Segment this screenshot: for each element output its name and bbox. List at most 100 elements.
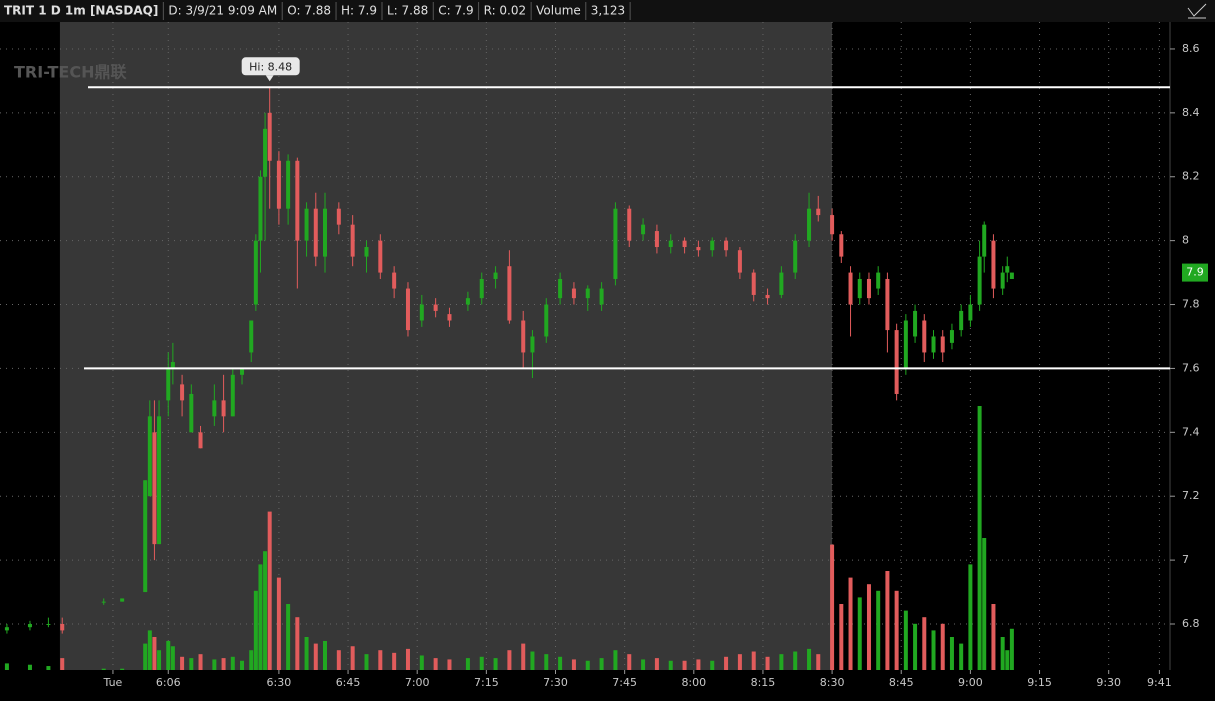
candle-body — [263, 128, 268, 177]
volume-bar — [378, 650, 383, 670]
volume-bar — [839, 604, 844, 670]
candle-body — [221, 400, 226, 417]
volume-bar — [240, 660, 245, 670]
volume-bar — [143, 643, 148, 670]
header-item: R: 0.02 — [484, 4, 527, 18]
candle-body — [982, 224, 987, 257]
chart-icon[interactable] — [1187, 3, 1207, 19]
volume-bar — [668, 660, 673, 670]
volume-bar — [922, 617, 927, 670]
header-item: 3,123 — [591, 4, 625, 18]
candle-body — [751, 272, 756, 295]
candle-body — [240, 368, 245, 375]
candle-body — [405, 288, 410, 331]
x-tick-label: 8:45 — [889, 676, 914, 689]
volume-bar — [913, 623, 918, 670]
volume-bar — [221, 658, 226, 670]
candle-body — [959, 310, 964, 331]
volume-bar — [198, 654, 203, 670]
candle-body — [447, 314, 452, 321]
x-tick-label: 7:15 — [474, 676, 499, 689]
volume-bar — [613, 650, 618, 670]
candle-body — [46, 623, 51, 625]
candle-body — [378, 240, 383, 273]
candle-body — [392, 272, 397, 289]
x-tick-label: 8:15 — [751, 676, 776, 689]
candle-body — [724, 240, 729, 251]
y-tick-label: 8 — [1182, 234, 1189, 247]
candle-body — [198, 432, 203, 449]
x-tick-label: 7:30 — [543, 676, 568, 689]
volume-bar — [263, 551, 268, 670]
volume-bar — [982, 538, 987, 670]
candle-body — [876, 272, 881, 289]
volume-bar — [101, 668, 106, 670]
candle-body — [143, 480, 148, 593]
candle-body — [152, 432, 157, 545]
volume-bar — [230, 656, 235, 670]
last-price-label: 7.9 — [1186, 266, 1204, 279]
volume-bar — [493, 658, 498, 670]
candle-body — [101, 601, 106, 603]
volume-bar — [276, 577, 281, 670]
volume-bar — [530, 651, 535, 670]
volume-bar — [737, 654, 742, 670]
candle-body — [4, 627, 9, 631]
volume-bar — [60, 658, 65, 670]
candle-body — [793, 240, 798, 273]
y-tick-label: 6.8 — [1182, 617, 1200, 630]
volume-bar — [710, 660, 715, 670]
header: TRIT 1 D 1m [NASDAQ] D: 3/9/21 9:09 AM O: … — [4, 2, 631, 20]
candle-body — [313, 208, 318, 257]
volume-bar — [991, 604, 996, 670]
candle-body — [977, 256, 982, 305]
candle-body — [922, 320, 927, 353]
candle-body — [433, 304, 438, 311]
x-tick-label: 6:45 — [336, 676, 361, 689]
volume-bar — [627, 654, 632, 670]
candle-body — [931, 336, 936, 353]
candle-body — [613, 208, 618, 279]
volume-bar — [724, 656, 729, 670]
candle-body — [668, 240, 673, 248]
candle-body — [558, 278, 563, 299]
y-tick-label: 7.2 — [1182, 489, 1200, 502]
candle-body — [913, 310, 918, 337]
volume-bar — [27, 664, 32, 670]
volume-bar — [4, 663, 9, 670]
volume-bar — [180, 656, 185, 670]
candle-body — [866, 278, 871, 299]
volume-bar — [654, 658, 659, 670]
volume-bar — [885, 571, 890, 670]
extended-hours-shade — [59, 22, 833, 670]
volume-bar — [830, 544, 835, 670]
candle-body — [507, 266, 512, 321]
volume-bar — [189, 658, 194, 670]
candle-body — [627, 208, 632, 241]
candle-body — [968, 304, 973, 321]
y-tick-label: 8.6 — [1182, 42, 1200, 55]
volume-bar — [857, 597, 862, 670]
x-tick-label: Tue — [103, 676, 123, 689]
candle-body — [323, 208, 327, 257]
candles — [4, 87, 1014, 634]
candle-body — [465, 298, 470, 305]
volume-bar — [447, 659, 452, 670]
x-tick-label: 9:15 — [1027, 676, 1052, 689]
volume-bar — [641, 659, 646, 670]
candle-body — [147, 416, 152, 497]
candle-body — [848, 272, 853, 305]
volume-bar — [304, 637, 309, 670]
volume-bar — [968, 564, 973, 670]
y-tick-label: 8.2 — [1182, 170, 1200, 183]
volume-bar — [253, 590, 258, 670]
volume-bar — [405, 648, 410, 670]
candle-body — [212, 400, 217, 417]
candle-body — [286, 160, 291, 209]
candle-body — [267, 112, 272, 161]
volume-bar — [558, 656, 563, 670]
candle-body — [991, 240, 996, 289]
volume-bar — [479, 656, 484, 670]
volume-bar — [751, 651, 756, 670]
